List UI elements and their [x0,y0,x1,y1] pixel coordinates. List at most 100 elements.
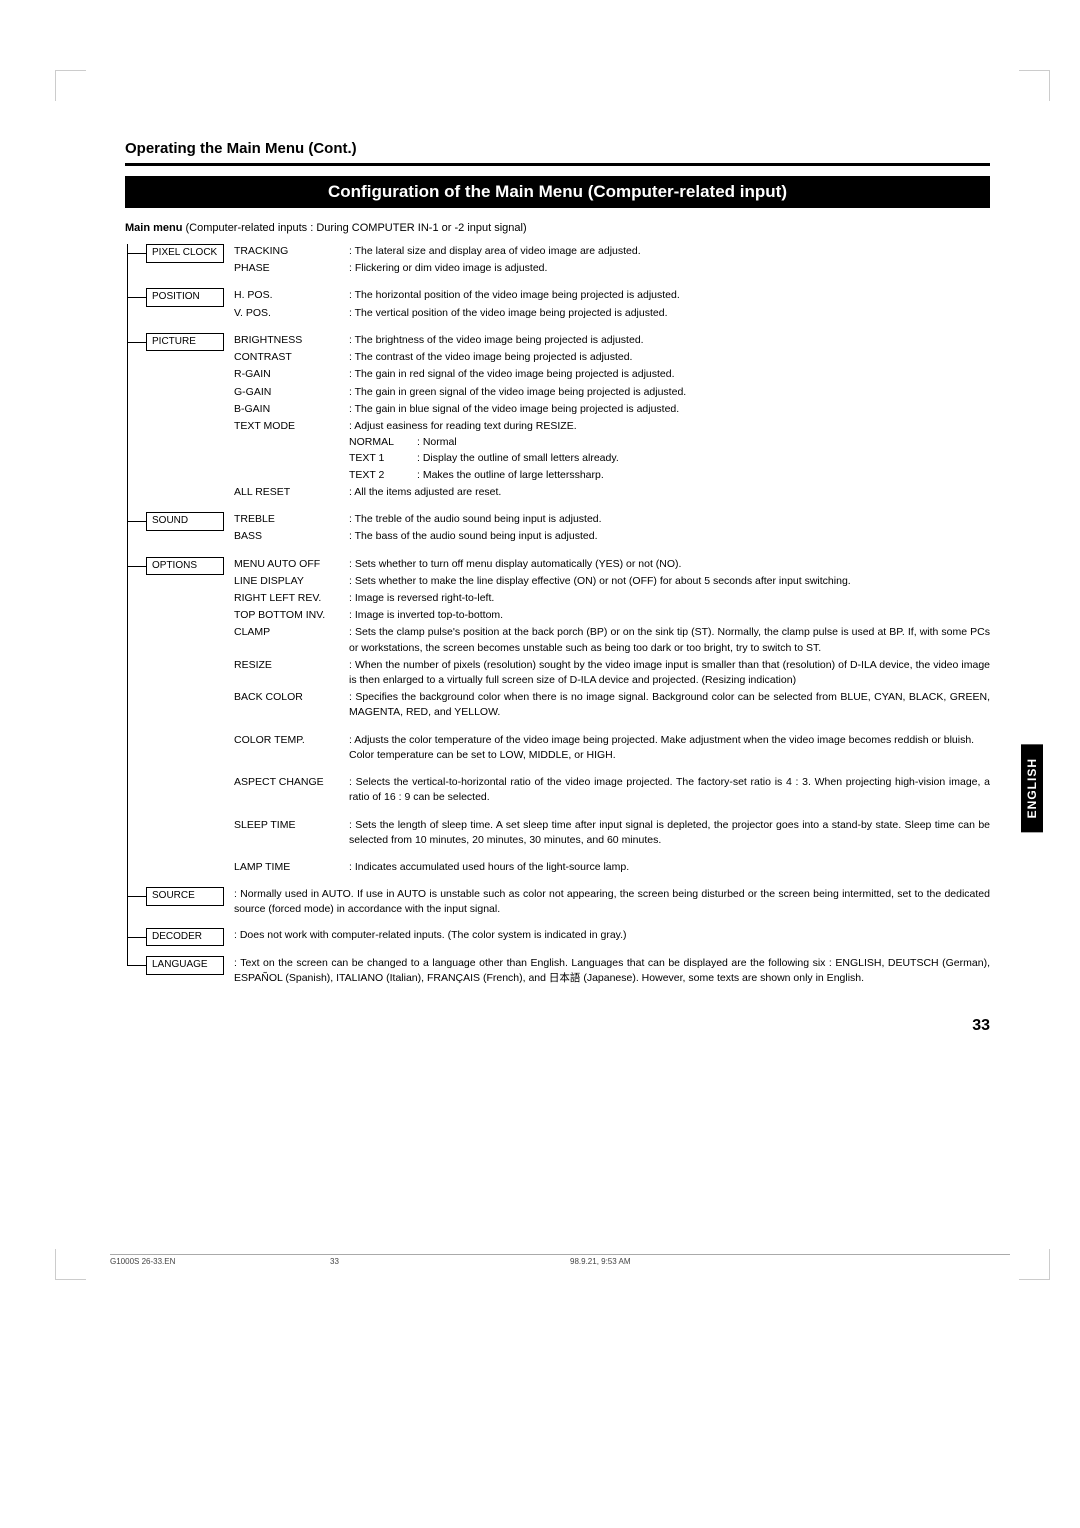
param-name: H. POS. [234,288,349,303]
param-row: B-GAIN: The gain in blue signal of the v… [234,402,990,417]
node-body: H. POS.: The horizontal position of the … [234,288,990,322]
param-desc: : Selects the vertical-to-horizontal rat… [349,775,990,805]
param-name: SLEEP TIME [234,818,349,833]
param-desc: : Image is inverted top-to-bottom. [349,608,990,623]
category-label: LANGUAGE [146,956,224,975]
param-name: V. POS. [234,306,349,321]
node-body: BRIGHTNESS: The brightness of the video … [234,333,990,502]
param-row: G-GAIN: The gain in green signal of the … [234,385,990,400]
sub-row: NORMAL: Normal [349,435,990,450]
sub-row: TEXT 2: Makes the outline of large lette… [349,468,990,483]
param-row: BASS: The bass of the audio sound being … [234,529,990,544]
param-desc: : The horizontal position of the video i… [349,288,990,303]
param-name: LINE DISPLAY [234,574,349,589]
menu-node: SOUND TREBLE: The treble of the audio sou… [128,512,990,546]
param-name: BACK COLOR [234,690,349,705]
menu-node: DECODER: Does not work with computer-rel… [128,928,990,947]
param-row: R-GAIN: The gain in red signal of the vi… [234,367,990,382]
node-body: : Does not work with computer-related in… [234,928,990,943]
param-desc: : Specifies the background color when th… [349,690,990,720]
param-desc: : The gain in green signal of the video … [349,385,990,400]
intro-text: Main menu (Computer-related inputs : Dur… [125,222,990,234]
param-desc: : The treble of the audio sound being in… [349,512,990,527]
description: : Normally used in AUTO. If use in AUTO … [234,887,990,917]
param-desc: : Sets whether to turn off menu display … [349,557,990,572]
sub-key: NORMAL [349,435,417,450]
param-name: PHASE [234,261,349,276]
description: : Text on the screen can be changed to a… [234,956,990,986]
param-desc: : Sets the clamp pulse's position at the… [349,625,990,655]
param-row: TRACKING: The lateral size and display a… [234,244,990,259]
menu-node: OPTIONSMENU AUTO OFF: Sets whether to tu… [128,557,990,878]
page-number: 33 [125,1017,990,1035]
param-name: RESIZE [234,658,349,673]
param-desc: : Adjust easiness for reading text durin… [349,419,990,483]
param-desc: : When the number of pixels (resolution)… [349,658,990,688]
category-label: SOUND [146,512,224,531]
menu-node: POSITION H. POS.: The horizontal position… [128,288,990,322]
param-desc: : The gain in red signal of the video im… [349,367,990,382]
category-label: SOURCE [146,887,224,906]
description: : Does not work with computer-related in… [234,928,990,943]
menu-tree: PIXEL CLOCK TRACKING: The lateral size an… [127,244,990,987]
category-label: POSITION [146,288,224,307]
node-body: : Text on the screen can be changed to a… [234,956,990,986]
node-body: TRACKING: The lateral size and display a… [234,244,990,278]
param-row: LINE DISPLAY: Sets whether to make the l… [234,574,990,589]
param-row: CONTRAST: The contrast of the video imag… [234,350,990,365]
param-name: ASPECT CHANGE [234,775,349,790]
footer-page: 33 [330,1257,570,1266]
param-row: V. POS.: The vertical position of the vi… [234,306,990,321]
menu-node: PIXEL CLOCK TRACKING: The lateral size an… [128,244,990,278]
category-label: PICTURE [146,333,224,352]
param-row: PHASE: Flickering or dim video image is … [234,261,990,276]
param-desc: : The vertical position of the video ima… [349,306,990,321]
param-name: ALL RESET [234,485,349,500]
sub-val: : Display the outline of small letters a… [417,451,619,466]
param-row: TREBLE: The treble of the audio sound be… [234,512,990,527]
param-row: TOP BOTTOM INV.: Image is inverted top-t… [234,608,990,623]
param-name: COLOR TEMP. [234,733,349,748]
param-row: ALL RESET: All the items adjusted are re… [234,485,990,500]
param-desc: : Adjusts the color temperature of the v… [349,733,990,763]
param-desc: : Sets whether to make the line display … [349,574,990,589]
param-desc: : Image is reversed right-to-left. [349,591,990,606]
sub-row: TEXT 1: Display the outline of small let… [349,451,990,466]
param-name: R-GAIN [234,367,349,382]
param-desc: : All the items adjusted are reset. [349,485,990,500]
param-name: CLAMP [234,625,349,640]
footer-file: G1000S 26-33.EN [110,1257,330,1266]
param-desc: : The contrast of the video image being … [349,350,990,365]
crop-mark [55,70,86,101]
sub-val: : Normal [417,435,457,450]
category-label: PIXEL CLOCK [146,244,224,263]
param-desc: : Flickering or dim video image is adjus… [349,261,990,276]
param-name: TRACKING [234,244,349,259]
param-desc: : The gain in blue signal of the video i… [349,402,990,417]
param-row: RIGHT LEFT REV.: Image is reversed right… [234,591,990,606]
param-row: COLOR TEMP.: Adjusts the color temperatu… [234,733,990,763]
param-name: B-GAIN [234,402,349,417]
footer: G1000S 26-33.EN 33 98.9.21, 9:53 AM [110,1254,1010,1266]
param-name: TOP BOTTOM INV. [234,608,349,623]
menu-node: PICTURE BRIGHTNESS: The brightness of the… [128,333,990,502]
section-title: Operating the Main Menu (Cont.) [125,140,990,157]
param-name: TREBLE [234,512,349,527]
param-name: BRIGHTNESS [234,333,349,348]
crop-mark [1019,1249,1050,1280]
param-row: H. POS.: The horizontal position of the … [234,288,990,303]
footer-date: 98.9.21, 9:53 AM [570,1257,1010,1266]
param-name: MENU AUTO OFF [234,557,349,572]
param-row: RESIZE: When the number of pixels (resol… [234,658,990,688]
param-name: CONTRAST [234,350,349,365]
sub-key: TEXT 2 [349,468,417,483]
menu-node: SOURCE : Normally used in AUTO. If use in… [128,887,990,917]
menu-node: LANGUAGE : Text on the screen can be chan… [128,956,990,986]
param-row: CLAMP: Sets the clamp pulse's position a… [234,625,990,655]
param-desc: : The brightness of the video image bein… [349,333,990,348]
param-desc: : The lateral size and display area of v… [349,244,990,259]
param-name: RIGHT LEFT REV. [234,591,349,606]
language-tab: ENGLISH [1021,744,1043,832]
node-body: TREBLE: The treble of the audio sound be… [234,512,990,546]
param-row: LAMP TIME: Indicates accumulated used ho… [234,860,990,875]
